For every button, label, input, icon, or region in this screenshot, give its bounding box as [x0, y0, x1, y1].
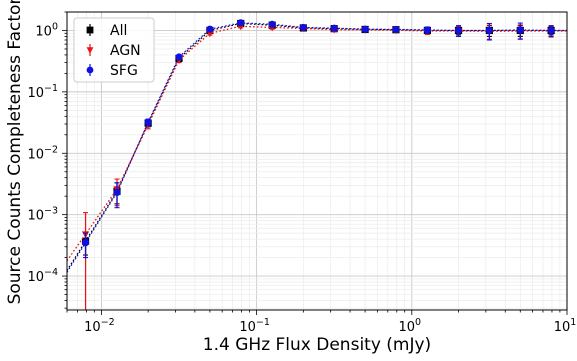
x-tick-label: 10−1 — [239, 317, 270, 335]
legend-sfg-marker — [86, 66, 94, 74]
sfg-point — [237, 19, 245, 27]
y-tick-label: 10−3 — [27, 206, 58, 224]
legend-all-label: All — [110, 23, 127, 39]
sfg-point — [547, 26, 555, 35]
legend-agn-marker — [86, 47, 94, 54]
sfg-point — [113, 188, 121, 197]
series-sfg — [66, 19, 567, 273]
sfg-point — [206, 25, 214, 33]
sfg-point — [144, 118, 152, 126]
sfg-point — [268, 20, 276, 28]
plot-frame — [66, 11, 568, 311]
x-axis-label: 1.4 GHz Flux Density (mJy) — [203, 335, 431, 355]
x-tick-label: 10−2 — [84, 317, 115, 335]
legend-box — [73, 17, 155, 83]
legend-all-marker — [86, 26, 94, 34]
legend-sfg-label: SFG — [110, 63, 138, 79]
sfg-point — [423, 26, 431, 34]
sfg-point — [299, 23, 307, 32]
sfg-point — [81, 239, 90, 247]
y-axis-label: Source Counts Completeness Factor — [5, 0, 25, 304]
sfg-point — [485, 26, 493, 35]
x-tick-label: 100 — [399, 317, 422, 335]
series-group — [66, 19, 567, 310]
agn-line — [66, 25, 567, 262]
sfg-point — [330, 24, 338, 32]
sfg-point — [392, 25, 400, 34]
y-tick-label: 10−1 — [27, 83, 58, 101]
sfg-line — [66, 22, 567, 273]
y-tick-label: 100 — [35, 21, 58, 39]
x-tick-label: 101 — [554, 317, 577, 335]
y-tick-label: 10−4 — [27, 267, 58, 285]
legend: All AGN SFG — [73, 17, 155, 83]
sfg-point — [516, 26, 524, 34]
sfg-point — [454, 26, 463, 35]
y-tick-label: 10−2 — [27, 144, 58, 162]
sfg-point — [361, 25, 369, 33]
legend-agn-label: AGN — [110, 43, 141, 59]
tick-labels: 10−2 10−1 100 101 10−4 10−3 10−2 10−1 100 — [27, 21, 576, 335]
sfg-point — [175, 53, 183, 61]
